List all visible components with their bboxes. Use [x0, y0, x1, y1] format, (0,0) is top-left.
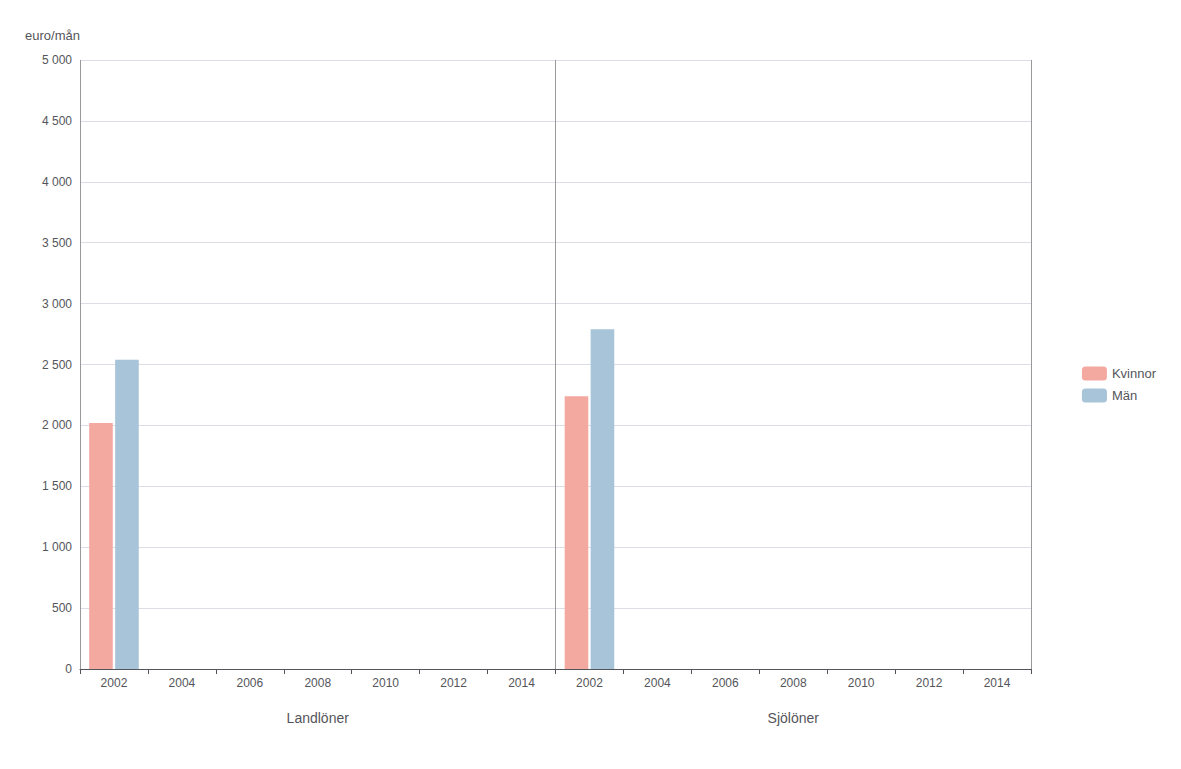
svg-text:2008: 2008: [780, 676, 807, 690]
svg-text:2006: 2006: [712, 676, 739, 690]
svg-text:4 500: 4 500: [42, 114, 72, 128]
svg-text:1 500: 1 500: [42, 479, 72, 493]
svg-text:2010: 2010: [848, 676, 875, 690]
svg-text:Män: Män: [1112, 388, 1137, 403]
svg-text:0: 0: [65, 662, 72, 676]
svg-text:2002: 2002: [576, 676, 603, 690]
svg-text:2012: 2012: [916, 676, 943, 690]
svg-text:2014: 2014: [508, 676, 535, 690]
svg-text:2 000: 2 000: [42, 418, 72, 432]
svg-text:2002: 2002: [101, 676, 128, 690]
svg-text:Landlöner: Landlöner: [287, 710, 350, 726]
svg-text:5 000: 5 000: [42, 53, 72, 67]
svg-text:2004: 2004: [169, 676, 196, 690]
svg-text:Sjölöner: Sjölöner: [768, 710, 820, 726]
svg-text:3 000: 3 000: [42, 297, 72, 311]
svg-text:2006: 2006: [236, 676, 263, 690]
svg-text:2010: 2010: [372, 676, 399, 690]
svg-text:1 000: 1 000: [42, 540, 72, 554]
svg-text:3 500: 3 500: [42, 236, 72, 250]
svg-text:2004: 2004: [644, 676, 671, 690]
svg-text:2008: 2008: [304, 676, 331, 690]
svg-text:2012: 2012: [440, 676, 467, 690]
svg-text:2014: 2014: [984, 676, 1011, 690]
svg-text:500: 500: [52, 601, 72, 615]
svg-text:euro/mån: euro/mån: [25, 28, 80, 43]
svg-text:4 000: 4 000: [42, 175, 72, 189]
svg-text:Kvinnor: Kvinnor: [1112, 366, 1157, 381]
svg-text:2 500: 2 500: [42, 358, 72, 372]
